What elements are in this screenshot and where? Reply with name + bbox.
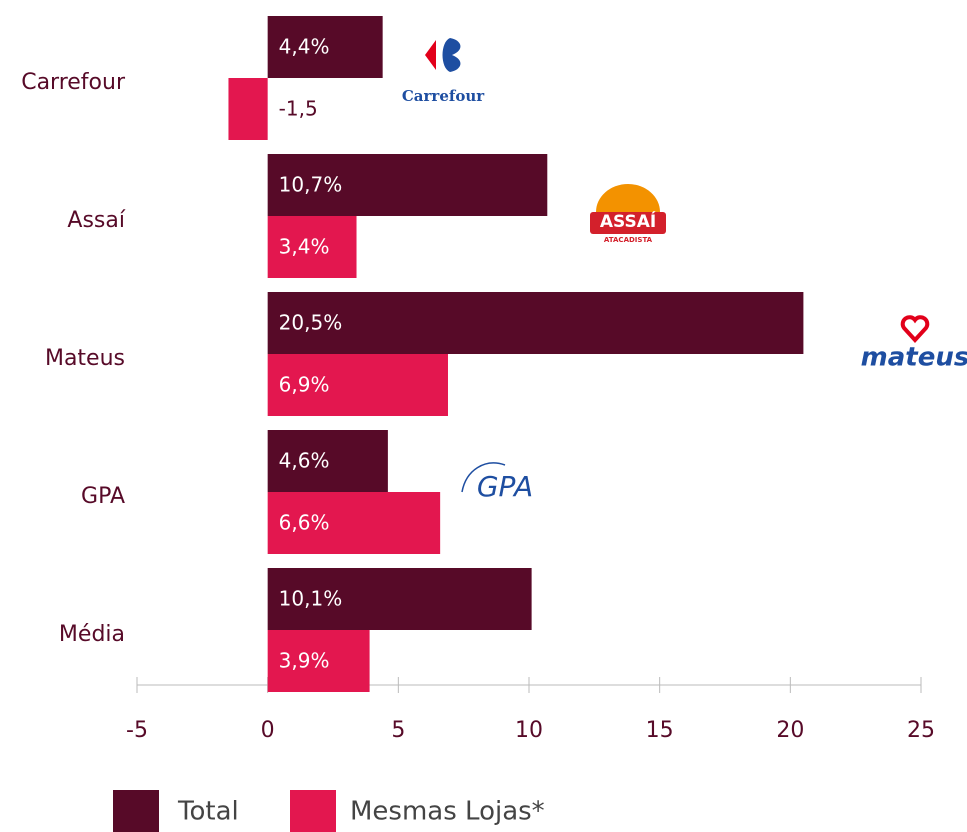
bar: [267, 568, 532, 630]
x-tick-label: 10: [515, 718, 543, 743]
logo-carrefour: Carrefour: [402, 38, 485, 105]
logo-shape: [425, 40, 436, 70]
bar: [267, 492, 441, 554]
logo-shape: [590, 212, 666, 234]
value-label: 4,6%: [279, 449, 330, 473]
bar: [228, 78, 268, 140]
value-label: 3,9%: [279, 649, 330, 673]
logo-assai: ASSAÍ ATACADISTA: [590, 184, 666, 244]
logo-text: Carrefour: [402, 87, 485, 105]
logo-shape: [596, 184, 660, 212]
x-tick-label: 5: [391, 718, 405, 743]
legend-label: Mesmas Lojas*: [350, 797, 545, 827]
x-tick-label: 0: [261, 718, 275, 743]
legend-swatch: [113, 790, 159, 832]
logo-shape: [461, 462, 506, 493]
value-label: -1,5: [279, 97, 318, 121]
value-label: 3,4%: [279, 235, 330, 259]
bar: [267, 430, 388, 492]
logo-shape: [442, 38, 461, 72]
y-tick-label: Carrefour: [21, 70, 126, 95]
x-tick-label: 15: [646, 718, 674, 743]
bar: [267, 354, 448, 416]
logo-mateus: mateus: [861, 315, 967, 373]
legend-label: Total: [177, 797, 239, 827]
bar: [267, 630, 370, 692]
value-label: 4,4%: [279, 35, 330, 59]
y-tick-label: Mateus: [45, 346, 125, 371]
logo-text: ATACADISTA: [604, 236, 653, 244]
value-label: 10,7%: [279, 173, 343, 197]
x-tick-label: -5: [126, 718, 148, 743]
y-tick-label: Média: [59, 622, 125, 647]
x-tick-label: 25: [907, 718, 935, 743]
value-label: 6,9%: [279, 373, 330, 397]
logo-gpa: GPA: [461, 462, 533, 503]
bar: [267, 216, 357, 278]
x-tick-label: 20: [776, 718, 804, 743]
y-tick-label: Assaí: [67, 208, 125, 233]
logo-shape: [900, 315, 930, 343]
logo-text: ASSAÍ: [600, 210, 656, 232]
value-label: 20,5%: [279, 311, 343, 335]
logo-text: mateus: [861, 343, 967, 373]
bar: [267, 16, 383, 78]
legend-swatch: [290, 790, 336, 832]
value-label: 10,1%: [279, 587, 343, 611]
logo-text: GPA: [477, 470, 533, 503]
value-label: 6,6%: [279, 511, 330, 535]
y-tick-label: GPA: [81, 484, 125, 509]
bar: [267, 292, 804, 354]
bar: [267, 154, 548, 216]
